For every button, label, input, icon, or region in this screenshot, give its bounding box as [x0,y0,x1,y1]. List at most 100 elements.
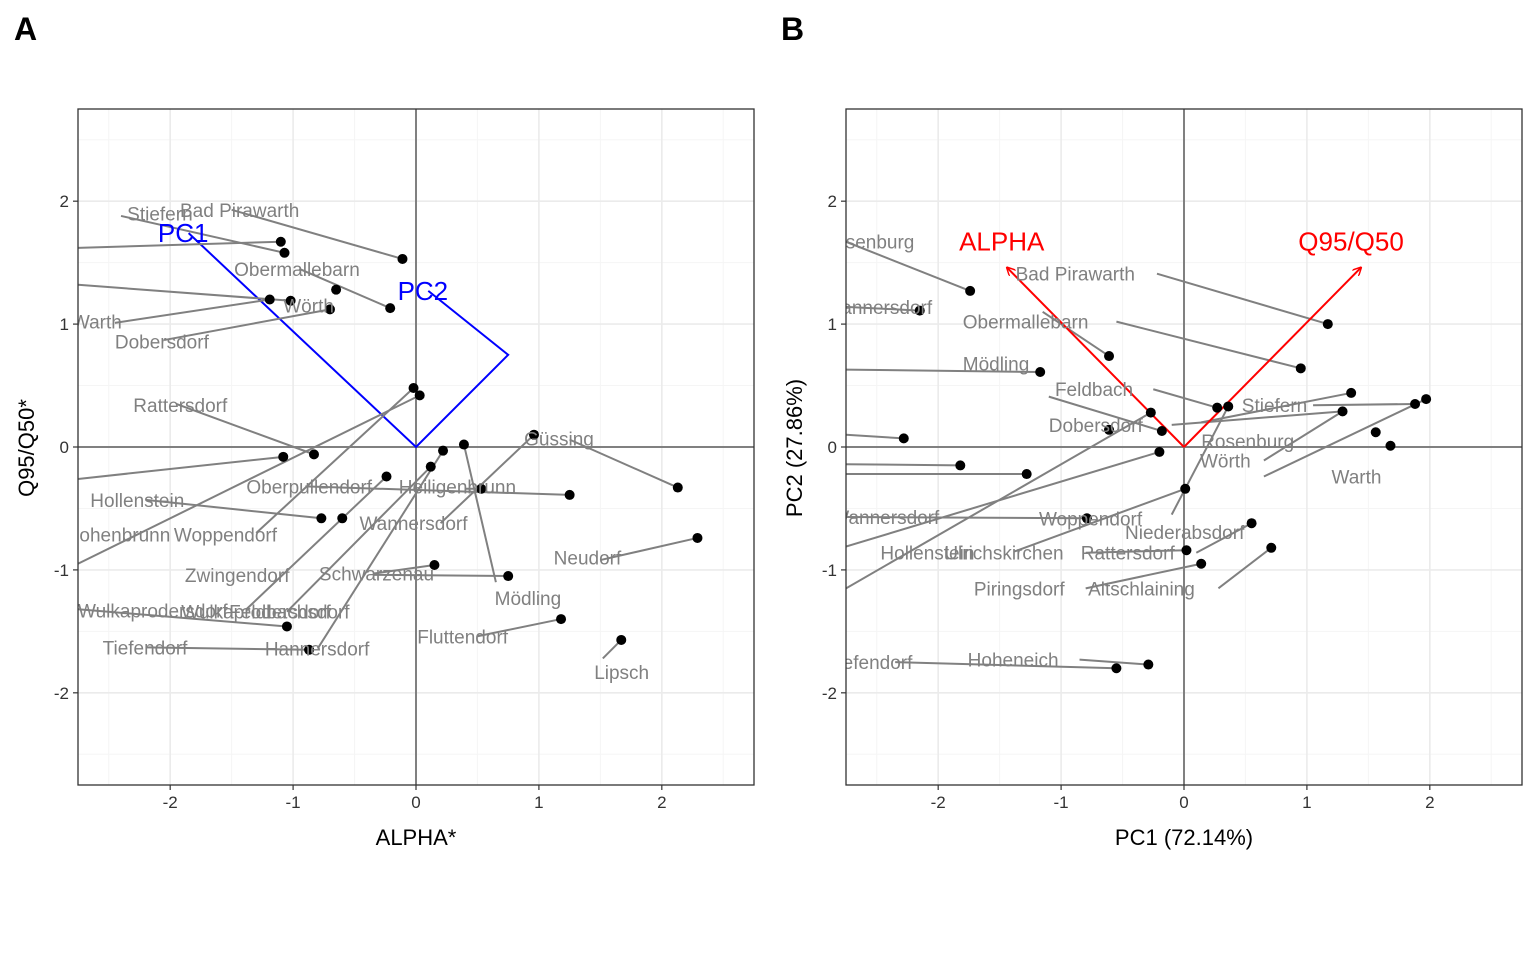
panel-b-point-label: Hannersdorf [828,298,933,319]
panel-a-point-label: Hohenbrunn [66,525,171,546]
panel-a-data-point [528,429,539,440]
panel-a-label-connector [78,394,421,565]
panel-a-data-point [385,303,396,314]
panel-a-data-point [304,644,315,655]
panel-b-data-point [1266,542,1277,553]
panel-a-x-tick-label: 2 [657,793,666,812]
panel-a-point-label: Zwingendorf [185,566,290,587]
panel-b-label-connector [1048,395,1163,432]
panel-a-point-label: Warth [72,313,122,334]
panel-b-data-point [965,285,976,296]
panel-a-point-label: Woppendorf [174,525,278,546]
panel-b-loading-arrow-alpha [1007,268,1185,448]
panel-b-loading-arrow-q95-q50 [1183,268,1361,448]
panel-b-label-connector [1079,658,1149,666]
panel-a-label-connector [372,564,435,575]
panel-a-data-point [414,390,425,401]
panel-a-y-tick-label: 2 [60,192,69,211]
panel-b-point-label: Rattersdorf [1081,544,1176,565]
panel-a-label-connector [145,646,310,651]
panel-a-label-connector [175,403,315,456]
panel-a-point-label: Lipsch [594,663,649,684]
panel-b-label-connector [846,411,1152,590]
panel-a-data-point [408,383,419,394]
panel-letter-a: A [14,11,37,47]
panel-a-data-point [264,294,275,305]
panel-a-label-connector [78,608,288,628]
panel-b-data-point [1156,426,1167,437]
panel-a-data-point [275,236,286,247]
panel-a-label-connector [477,618,562,638]
panel-a-x-tick-label: 0 [411,793,420,812]
panel-a-y-axis-title: Q95/Q50* [14,399,39,497]
panel-b-data-point [1081,513,1092,524]
panel-a-label-connector [145,498,322,520]
panel-b-label-connector [846,305,920,312]
panel-b-label-connector [1171,410,1343,426]
panel-b-label-connector [846,433,904,440]
panel-b-label-connector [1042,310,1110,357]
panel-a-point-label: Wannersdorf [359,514,468,535]
panel-b-point-label: Ulrichskirchen [944,544,1063,565]
panel-a-point-label: Tiefendorf [103,638,189,659]
panel-a-point-label: Wörth [283,297,334,318]
panel-b: -2 -1 0 1 2 -2 -1 0 1 2 Rosenburg Bad Pirawarth Hann… [822,108,1523,812]
panel-a-pc-axis-label: PC1 [158,218,209,248]
panel-a-pc-axes [187,232,510,449]
panel-b-point-label: Obermallebarn [963,313,1089,334]
panel-a-data-point [397,253,408,264]
panel-b-label-connector [1014,487,1186,553]
panel-a-data-point [279,247,290,258]
panel-a-label-connector [163,308,331,342]
panel-a-label-connector [78,240,281,249]
panel-b-point-label: Mödling [963,354,1030,375]
panel-b-label-connector [846,516,1087,520]
panel-a-data-point [429,559,440,570]
panel-a-y-tick-label: 1 [60,315,69,334]
panel-b-data-point [1145,407,1156,418]
panel-b-point-label: Niederabsdorf [1125,523,1245,544]
panel-a-label-connector [569,438,679,489]
panel-b-point-label: Warth [1331,467,1381,488]
panel-a-data-point [285,295,296,306]
panel-a-data-point [324,304,335,315]
panel-b-point-label: Woppendorf [1039,509,1143,530]
panel-b-point-label: Tiefendorf [828,653,914,674]
panel-b-loading-arrow-label: ALPHA [959,227,1045,257]
panel-a-data-point [438,445,449,456]
panel-b-data-point [1143,659,1154,670]
panel-b-data-point [1337,406,1348,417]
panel-a-x-tick-label: 1 [534,793,543,812]
panel-b-label-connector [1201,391,1352,424]
panel-b-data-point [1021,469,1032,480]
panel-b-label-connector [1263,410,1344,462]
panel-b-data-point [1104,424,1115,435]
panel-b-point-label: Stiefern [1242,396,1307,417]
panel-b-data-point [914,305,925,316]
panel-a-label-connector [245,475,388,610]
panel-b-label-connector [1217,546,1272,590]
panel-b-data-point [1181,545,1192,556]
panel-b-data-point [1322,319,1333,330]
panel-a-data-point [278,451,289,462]
panel-a-data-point [425,461,436,472]
panel-b-y-tick-label: -2 [822,684,837,703]
panel-a-point-label: Hollenstein [90,491,184,512]
panel-a-x-tick-label: -1 [286,793,301,812]
panel-b-y-axis-title: PC2 (27.86%) [782,379,807,517]
panel-b-point-label: Rosenburg [1201,432,1294,453]
panel-b-data-point [1421,394,1432,405]
panel-a-point-label: Hannersdorf [265,640,370,661]
panel-b-x-tick-label: 0 [1179,793,1188,812]
panel-b-point-label: Dobersdorf [1049,416,1144,437]
panel-b-data-point [1346,387,1357,398]
panel-a-y-tick-label: 0 [60,438,69,457]
panel-a-y-tick-label: -2 [54,684,69,703]
panel-b-label-connector [1156,272,1329,326]
panel-b-label-connector [1313,402,1416,407]
panel-a-data-point [331,284,342,295]
panel-b-data-point [1295,363,1306,374]
panel-a-point-label: Güssing [524,429,594,450]
panel-b-label-connector [846,450,1160,548]
